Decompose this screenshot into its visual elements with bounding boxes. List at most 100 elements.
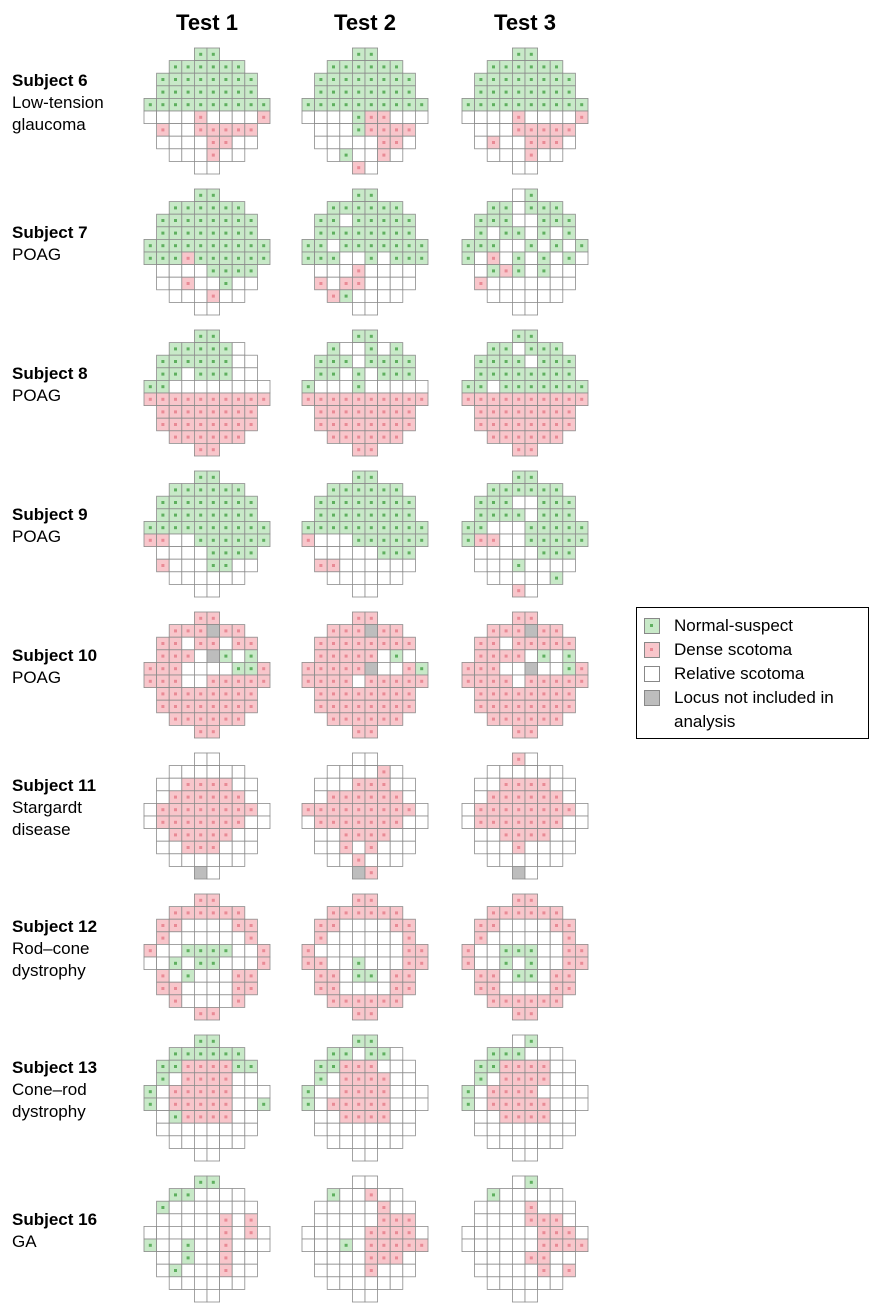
- locus-dot: [395, 538, 398, 542]
- locus-dot: [211, 78, 215, 81]
- locus-dot: [382, 642, 386, 645]
- locus-cell: [206, 994, 221, 1008]
- locus-cell: [474, 1097, 488, 1112]
- locus-cell: [326, 1276, 341, 1290]
- locus-dot: [237, 808, 240, 812]
- locus-dot: [492, 513, 495, 517]
- locus-dot: [357, 961, 361, 965]
- locus-cell: [231, 1200, 246, 1215]
- locus-dot: [542, 705, 546, 708]
- legend-label: Locus not included in analysis: [674, 688, 834, 731]
- locus-cell: [206, 571, 221, 585]
- locus-dot: [332, 103, 335, 107]
- locus-cell: [486, 956, 501, 971]
- locus-cell: [314, 533, 328, 548]
- locus-dot: [542, 679, 546, 683]
- locus-cell: [389, 853, 404, 867]
- locus-cell: [244, 840, 258, 855]
- locus-cell: [389, 662, 404, 676]
- locus-dot: [211, 141, 215, 144]
- locus-dot: [504, 833, 508, 837]
- locus-dot: [395, 1231, 398, 1235]
- locus-dot: [395, 692, 398, 696]
- locus-dot: [369, 642, 373, 645]
- locus-dot: [542, 808, 546, 812]
- locus-dot: [580, 526, 584, 530]
- locus-cell: [389, 1200, 404, 1215]
- locus-dot: [529, 423, 533, 426]
- locus-cell: [231, 1072, 246, 1086]
- locus-dot: [466, 667, 470, 671]
- locus-dot: [174, 642, 177, 645]
- locus-cell: [351, 840, 366, 855]
- locus-cell: [389, 110, 404, 125]
- locus-dot: [555, 397, 558, 401]
- locus-dot: [555, 795, 558, 799]
- subject-condition: Rod–cone dystrophy: [12, 939, 90, 980]
- locus-dot: [555, 128, 558, 132]
- locus-dot: [211, 730, 215, 734]
- locus-dot: [479, 501, 483, 504]
- locus-dot: [249, 1218, 253, 1222]
- locus-cell: [206, 276, 221, 291]
- locus-cell: [377, 969, 391, 983]
- locus-cell: [219, 148, 233, 162]
- locus-dot: [357, 423, 361, 426]
- locus-dot: [567, 526, 571, 530]
- locus-cell: [414, 110, 429, 125]
- locus-cell: [537, 662, 551, 676]
- locus-dot: [529, 820, 533, 824]
- locus-cell: [524, 495, 539, 510]
- locus-dot: [211, 1052, 215, 1056]
- locus-dot: [517, 717, 521, 721]
- locus-dot: [249, 526, 253, 530]
- locus-cell: [351, 1135, 366, 1149]
- locus-cell: [562, 840, 576, 855]
- locus-dot: [357, 629, 361, 633]
- locus-cell: [156, 1213, 170, 1227]
- locus-cell: [193, 649, 208, 663]
- locus-cell: [474, 840, 488, 855]
- locus-cell: [402, 1200, 416, 1215]
- locus-dot: [479, 526, 483, 530]
- locus-cell: [377, 1263, 391, 1278]
- locus-dot: [542, 1102, 546, 1106]
- locus-dot: [542, 911, 546, 915]
- locus-dot: [517, 654, 521, 658]
- locus-dot: [555, 78, 558, 81]
- locus-dot: [407, 1231, 411, 1235]
- locus-dot: [211, 1065, 215, 1068]
- locus-cell: [499, 1263, 513, 1278]
- locus-dot: [148, 1090, 152, 1094]
- locus-cell: [512, 1263, 526, 1278]
- locus-dot: [529, 730, 533, 734]
- locus-dot: [407, 551, 411, 555]
- locus-cell: [351, 1047, 366, 1061]
- locus-dot: [504, 783, 508, 786]
- locus-cell: [537, 1188, 551, 1202]
- locus-dot: [395, 488, 398, 492]
- locus-dot: [542, 1065, 546, 1068]
- locus-dot: [529, 103, 533, 107]
- locus-dot: [369, 1012, 373, 1016]
- locus-dot: [479, 538, 483, 542]
- locus-dot: [211, 52, 215, 56]
- locus-cell: [377, 918, 391, 933]
- locus-cell: [549, 662, 564, 676]
- locus-cell: [512, 546, 526, 560]
- locus-cell: [537, 931, 551, 945]
- locus-dot: [504, 705, 508, 708]
- locus-dot: [492, 1065, 495, 1068]
- locus-cell: [351, 1148, 366, 1162]
- locus-cell: [339, 251, 353, 266]
- locus-cell: [181, 1263, 195, 1278]
- locus-cell: [206, 1122, 221, 1137]
- field-grid: [461, 611, 589, 739]
- locus-dot: [319, 372, 323, 376]
- locus-cell: [499, 662, 513, 676]
- locus-dot: [332, 372, 335, 376]
- locus-dot: [357, 115, 361, 119]
- locus-cell: [244, 790, 258, 804]
- locus-cell: [339, 777, 353, 792]
- locus-dot: [382, 717, 386, 721]
